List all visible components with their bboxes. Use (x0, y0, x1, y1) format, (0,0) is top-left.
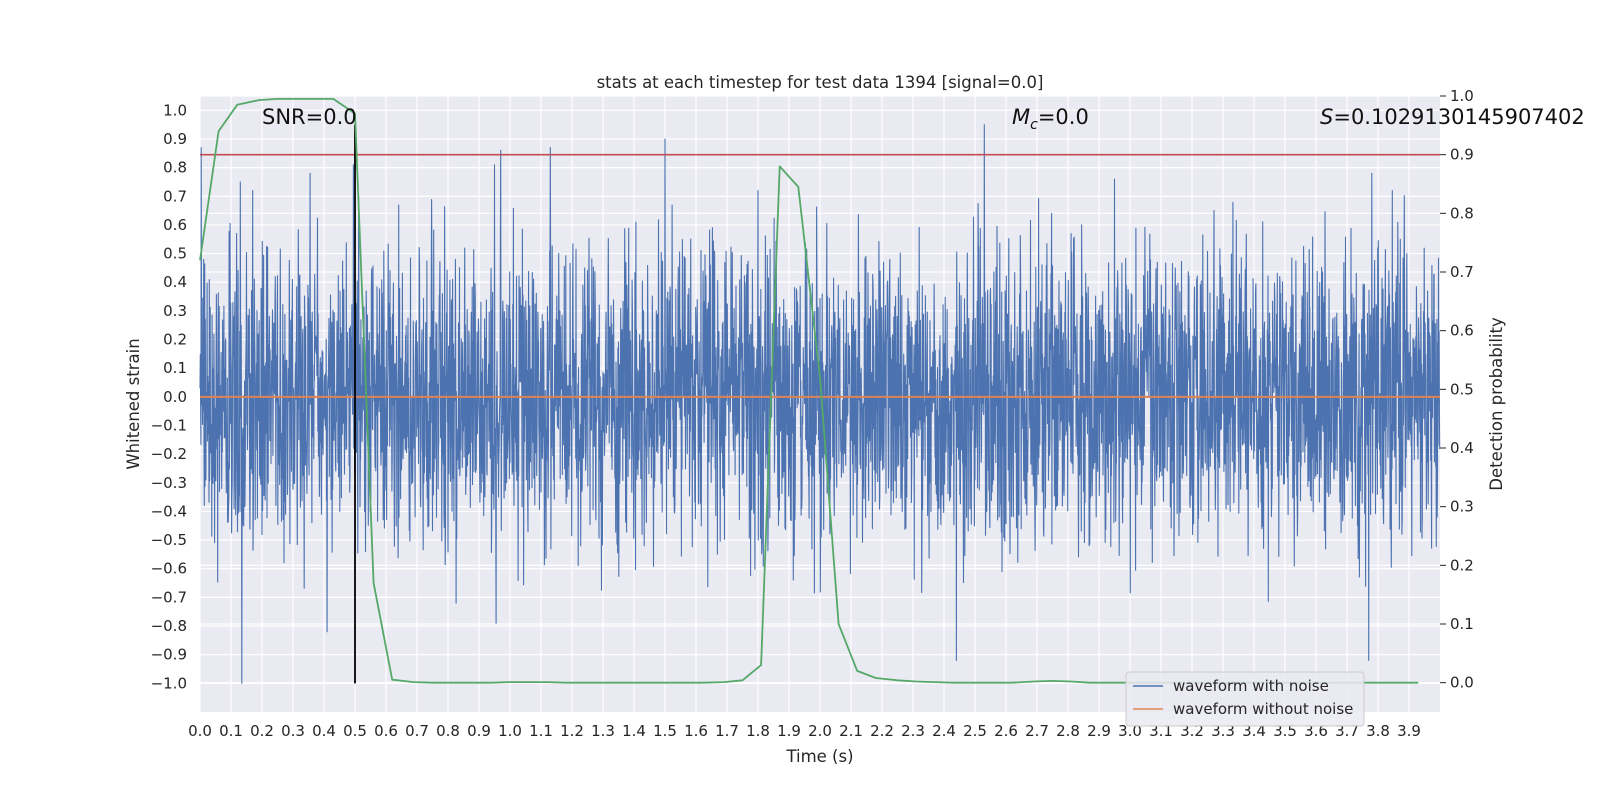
right-y-tick-label: 0.1 (1450, 615, 1474, 633)
left-y-tick-label: −0.5 (151, 531, 187, 549)
x-tick-label: 2.6 (994, 722, 1018, 740)
x-tick-label: 2.7 (1025, 722, 1049, 740)
left-y-tick-label: 0.5 (163, 245, 187, 263)
right-y-tick-label: 0.3 (1450, 498, 1474, 516)
left-y-tick-label: 0.4 (163, 273, 187, 291)
x-tick-label: 2.0 (808, 722, 832, 740)
right-y-tick-label: 0.2 (1450, 556, 1474, 574)
left-y-tick-label: 0.3 (163, 302, 187, 320)
left-y-tick-label: 0.2 (163, 331, 187, 349)
x-tick-label: 1.6 (684, 722, 708, 740)
right-y-tick-label: 0.8 (1450, 204, 1474, 222)
snr-annotation: SNR=0.0 (262, 105, 357, 129)
x-tick-label: 0.6 (374, 722, 398, 740)
x-tick-label: 1.5 (653, 722, 677, 740)
x-tick-label: 0.0 (188, 722, 212, 740)
waveform-with-noise-line (199, 124, 1441, 684)
chirp-mass-subscript: c (1030, 117, 1038, 133)
chirp-mass-annotation: Mc=0.0 (1012, 105, 1089, 133)
left-y-tick-label: 0.8 (163, 159, 187, 177)
left-y-tick-label: −0.2 (151, 445, 187, 463)
left-y-tick-labels: 1.0 0.9 0.8 0.7 0.6 0.5 0.4 0.3 0.2 0.1 0.0 −0.1 −0.… (151, 101, 187, 692)
legend-label-clean: waveform without noise (1173, 700, 1353, 718)
score-annotation: S=0.1029130145907402 (1320, 105, 1585, 129)
x-tick-label: 1.2 (560, 722, 584, 740)
legend-box (1125, 671, 1365, 727)
chart-title: stats at each timestep for test data 139… (597, 73, 1044, 92)
right-y-tick-label: 0.7 (1450, 263, 1474, 281)
x-tick-label: 2.8 (1056, 722, 1080, 740)
left-y-tick-label: −0.6 (151, 560, 187, 578)
x-tick-label: 0.3 (281, 722, 305, 740)
x-tick-label: 0.1 (219, 722, 243, 740)
score-symbol: S (1320, 105, 1333, 129)
left-y-tick-label: 0.1 (163, 359, 187, 377)
right-y-axis-label: Detection probability (1487, 317, 1506, 491)
x-tick-label: 1.1 (529, 722, 553, 740)
chirp-mass-value: =0.0 (1038, 105, 1089, 129)
score-value: =0.1029130145907402 (1333, 105, 1584, 129)
x-tick-label: 2.3 (901, 722, 925, 740)
x-tick-label: 2.5 (963, 722, 987, 740)
x-tick-label: 2.4 (932, 722, 956, 740)
right-y-tick-labels: 1.0 0.9 0.8 0.7 0.6 0.5 0.4 0.3 0.2 0.1 0.0 (1440, 87, 1474, 692)
right-y-tick-label: 0.4 (1450, 439, 1474, 457)
chirp-mass-symbol: M (1012, 105, 1030, 129)
right-y-tick-label: 0.9 (1450, 146, 1474, 164)
left-y-tick-label: 0.6 (163, 216, 187, 234)
x-tick-label: 0.5 (343, 722, 367, 740)
right-y-tick-label: 0.6 (1450, 322, 1474, 340)
left-y-tick-label: −0.3 (151, 474, 187, 492)
x-tick-label: 1.0 (498, 722, 522, 740)
left-y-tick-label: 0.7 (163, 187, 187, 205)
left-y-tick-label: 1.0 (163, 101, 187, 119)
legend-label-noise: waveform with noise (1173, 677, 1329, 695)
x-axis-label: Time (s) (785, 747, 853, 766)
x-tick-label: 1.9 (777, 722, 801, 740)
left-y-axis-label: Whitened strain (124, 338, 143, 469)
x-tick-label: 0.2 (250, 722, 274, 740)
left-y-tick-label: −0.7 (151, 588, 187, 606)
x-tick-label: 2.2 (870, 722, 894, 740)
x-tick-label: 2.9 (1087, 722, 1111, 740)
legend: waveform with noise waveform without noi… (1125, 671, 1365, 727)
left-y-tick-label: −1.0 (151, 674, 187, 692)
left-y-tick-label: 0.9 (163, 130, 187, 148)
right-y-tick-label: 0.5 (1450, 380, 1474, 398)
left-y-tick-label: 0.0 (163, 388, 187, 406)
left-y-tick-label: −0.1 (151, 416, 187, 434)
x-tick-label: 1.4 (622, 722, 646, 740)
x-tick-label: 1.7 (715, 722, 739, 740)
right-y-tick-label: 1.0 (1450, 87, 1474, 105)
x-tick-label: 3.9 (1397, 722, 1421, 740)
right-y-tick-label: 0.0 (1450, 674, 1474, 692)
x-tick-label: 0.4 (312, 722, 336, 740)
x-tick-label: 1.8 (746, 722, 770, 740)
x-tick-label: 0.8 (436, 722, 460, 740)
left-y-tick-label: −0.4 (151, 502, 187, 520)
left-y-tick-label: −0.8 (151, 617, 187, 635)
x-tick-label: 2.1 (839, 722, 863, 740)
noise-waveform-layer (199, 124, 1441, 684)
x-tick-label: 0.9 (467, 722, 491, 740)
x-tick-label: 0.7 (405, 722, 429, 740)
left-y-tick-label: −0.9 (151, 646, 187, 664)
x-tick-label: 1.3 (591, 722, 615, 740)
x-tick-label: 3.8 (1366, 722, 1390, 740)
